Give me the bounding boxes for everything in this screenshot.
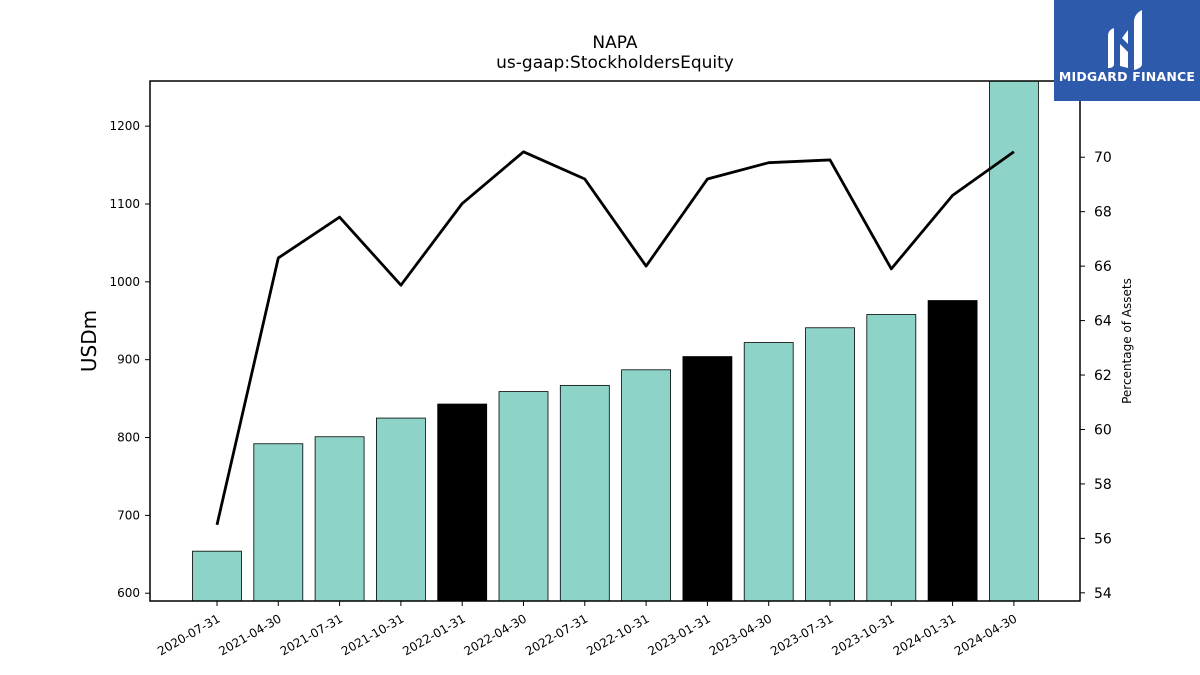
logo-text: MIDGARD FINANCE xyxy=(1058,69,1196,84)
bar xyxy=(927,300,978,602)
x-tick-label: 2023-07-31 xyxy=(768,611,835,658)
y-tick-label: 1000 xyxy=(109,275,140,289)
y2-tick-label: 70 xyxy=(1094,150,1112,166)
x-tick-label: 2023-01-31 xyxy=(645,611,712,658)
y2-tick-label: 68 xyxy=(1094,205,1112,221)
y2-tick-label: 58 xyxy=(1094,477,1112,493)
y2-tick-label: 60 xyxy=(1094,422,1112,438)
x-tick-label: 2022-07-31 xyxy=(523,611,590,658)
bar xyxy=(192,550,242,602)
x-axis: 2020-07-312021-04-302021-07-312021-10-31… xyxy=(155,601,1019,658)
y2-tick-label: 54 xyxy=(1094,586,1112,602)
bar xyxy=(498,391,549,602)
x-tick-label: 2023-10-31 xyxy=(829,611,896,658)
bar xyxy=(437,403,488,602)
bar xyxy=(805,327,855,602)
y-tick-label: 900 xyxy=(117,353,140,367)
line-path xyxy=(215,150,1015,526)
x-tick-label: 2021-04-30 xyxy=(216,611,283,658)
bar xyxy=(989,80,1039,602)
brand-logo: MIDGARD FINANCE xyxy=(1054,0,1200,101)
left-axis: 600 700 800 900 1000 1100 1200 xyxy=(109,119,150,600)
bar-series xyxy=(192,80,1039,602)
logo-mark-icon xyxy=(1108,10,1142,70)
chart-title: NAPA xyxy=(592,33,638,53)
right-axis: 54 56 58 60 62 64 66 68 70 xyxy=(1080,150,1112,602)
bar xyxy=(866,314,917,602)
x-tick-label: 2021-07-31 xyxy=(278,611,345,658)
bar xyxy=(253,443,304,602)
x-tick-label: 2023-04-30 xyxy=(707,611,774,658)
bar xyxy=(682,356,733,602)
x-tick-label: 2020-07-31 xyxy=(155,611,222,658)
y2-tick-label: 66 xyxy=(1094,259,1112,275)
y2-tick-label: 56 xyxy=(1094,531,1112,547)
y-tick-label: 1200 xyxy=(109,119,140,133)
y-tick-label: 600 xyxy=(117,586,140,600)
y-tick-label: 800 xyxy=(117,431,140,445)
x-tick-label: 2021-10-31 xyxy=(339,611,406,658)
x-tick-label: 2024-04-30 xyxy=(952,611,1019,658)
y2-axis-label: Percentage of Assets xyxy=(1120,278,1134,404)
bar xyxy=(559,384,610,602)
y-tick-label: 1100 xyxy=(109,197,140,211)
x-tick-label: 2022-04-30 xyxy=(462,611,529,658)
x-tick-label: 2022-10-31 xyxy=(584,611,651,658)
y2-tick-label: 64 xyxy=(1094,314,1112,330)
chart-subtitle: us-gaap:StockholdersEquity xyxy=(496,53,734,73)
plot-frame xyxy=(149,80,1081,602)
bar xyxy=(375,417,426,602)
y2-tick-label: 62 xyxy=(1094,368,1112,384)
x-tick-label: 2022-01-31 xyxy=(400,611,467,658)
bar xyxy=(743,342,794,602)
line-series xyxy=(215,150,1015,526)
y-tick-label: 700 xyxy=(117,508,140,522)
y-axis-label: USDm xyxy=(77,310,101,372)
bar xyxy=(314,436,365,602)
bar xyxy=(621,369,671,602)
x-tick-label: 2024-01-31 xyxy=(891,611,958,658)
